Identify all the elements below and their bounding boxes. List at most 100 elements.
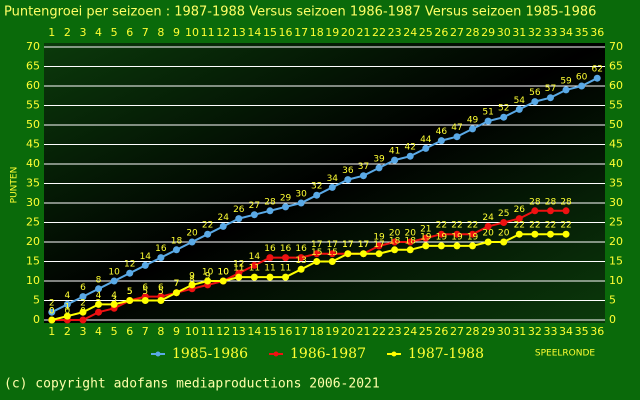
data-label: 47 [451, 123, 462, 133]
data-point [562, 230, 570, 238]
x-tick-label: 32 [528, 325, 542, 338]
data-label: 34 [327, 174, 339, 184]
x-top-tick-label: 21 [356, 26, 370, 39]
y2-tick-label: 35 [609, 177, 623, 190]
x-top-tick-label: 29 [481, 26, 495, 39]
y2-tick-label: 30 [609, 196, 623, 209]
data-label: 18 [171, 236, 183, 246]
data-label: 27 [249, 201, 260, 211]
data-point [406, 238, 414, 246]
data-label: 17 [327, 240, 338, 250]
legend-marker [155, 351, 161, 357]
x-tick-label: 21 [356, 325, 370, 338]
y-tick-label: 0 [33, 313, 40, 326]
data-label: 5 [127, 287, 133, 297]
data-label: 7 [174, 279, 180, 289]
x-top-tick-label: 8 [157, 26, 164, 39]
data-label: 7 [174, 279, 180, 289]
data-point [515, 105, 523, 113]
data-label: 20 [389, 229, 401, 239]
data-label: 22 [514, 221, 525, 231]
data-point [188, 238, 196, 246]
data-label: 30 [295, 190, 307, 200]
data-point [63, 312, 71, 320]
y2-tick-label: 50 [609, 118, 623, 131]
data-point [578, 82, 586, 90]
x-tick-label: 10 [185, 325, 199, 338]
data-point [141, 297, 149, 304]
data-label: 5 [127, 287, 133, 297]
x-top-tick-label: 9 [173, 26, 180, 39]
data-label: 22 [529, 221, 540, 231]
data-label: 16 [155, 244, 167, 254]
data-point [484, 117, 492, 125]
x-top-tick-label: 27 [450, 26, 464, 39]
x-top-tick-label: 4 [95, 26, 102, 39]
x-top-tick-label: 19 [325, 26, 339, 39]
legend-label: 1985-1986 [172, 346, 248, 362]
x-tick-label: 15 [263, 325, 277, 338]
data-point [515, 215, 523, 223]
data-point [282, 203, 290, 211]
x-tick-label: 12 [216, 325, 230, 338]
legend-label: 1986-1987 [290, 346, 366, 362]
data-point [219, 222, 227, 230]
x-tick-label: 35 [575, 325, 589, 338]
data-point [359, 172, 367, 180]
x-top-tick-label: 26 [434, 26, 448, 39]
data-point [422, 242, 430, 250]
y-tick-label: 30 [26, 196, 40, 209]
data-point [546, 94, 554, 102]
data-label: 19 [436, 232, 448, 242]
data-point [235, 273, 243, 281]
data-point [48, 316, 56, 324]
y-tick-label: 35 [26, 177, 40, 190]
data-label: 0 [49, 307, 55, 317]
data-point [126, 297, 134, 304]
data-label: 52 [498, 104, 509, 114]
x-tick-label: 18 [310, 325, 324, 338]
data-point [453, 242, 461, 250]
data-label: 24 [482, 213, 494, 223]
data-point [531, 230, 539, 238]
x-top-tick-label: 3 [79, 26, 86, 39]
data-label: 12 [233, 260, 244, 270]
data-point [204, 277, 212, 285]
data-point [95, 285, 103, 293]
data-label: 60 [576, 73, 588, 83]
data-label: 59 [560, 76, 572, 86]
data-point [375, 164, 383, 172]
x-top-tick-label: 35 [575, 26, 589, 39]
data-point [235, 215, 243, 223]
data-label: 4 [111, 291, 117, 301]
data-point [95, 300, 103, 308]
data-label: 6 [80, 283, 86, 293]
data-label: 25 [498, 209, 509, 219]
data-point [375, 250, 383, 258]
y2-tick-label: 20 [609, 235, 623, 248]
data-point [126, 269, 134, 277]
data-point [453, 230, 461, 238]
x-top-tick-label: 36 [590, 26, 604, 39]
data-label: 9 [205, 271, 211, 281]
data-point [79, 316, 87, 324]
data-point [546, 230, 554, 238]
data-label: 14 [249, 252, 261, 262]
x-top-tick-label: 10 [185, 26, 199, 39]
data-point [344, 250, 352, 258]
y-tick-label: 65 [26, 60, 40, 73]
data-label: 21 [420, 225, 431, 235]
data-point [266, 254, 274, 262]
data-label: 8 [96, 275, 102, 285]
data-label: 29 [280, 193, 292, 203]
y2-tick-label: 15 [609, 255, 623, 268]
x-tick-label: 5 [111, 325, 118, 338]
data-label: 1 [65, 303, 71, 313]
y2-tick-label: 45 [609, 138, 623, 151]
data-point [437, 242, 445, 250]
data-label: 14 [140, 252, 152, 262]
data-point [110, 300, 118, 308]
data-label: 4 [65, 291, 71, 301]
data-point [391, 238, 399, 246]
y-tick-label: 20 [26, 235, 40, 248]
